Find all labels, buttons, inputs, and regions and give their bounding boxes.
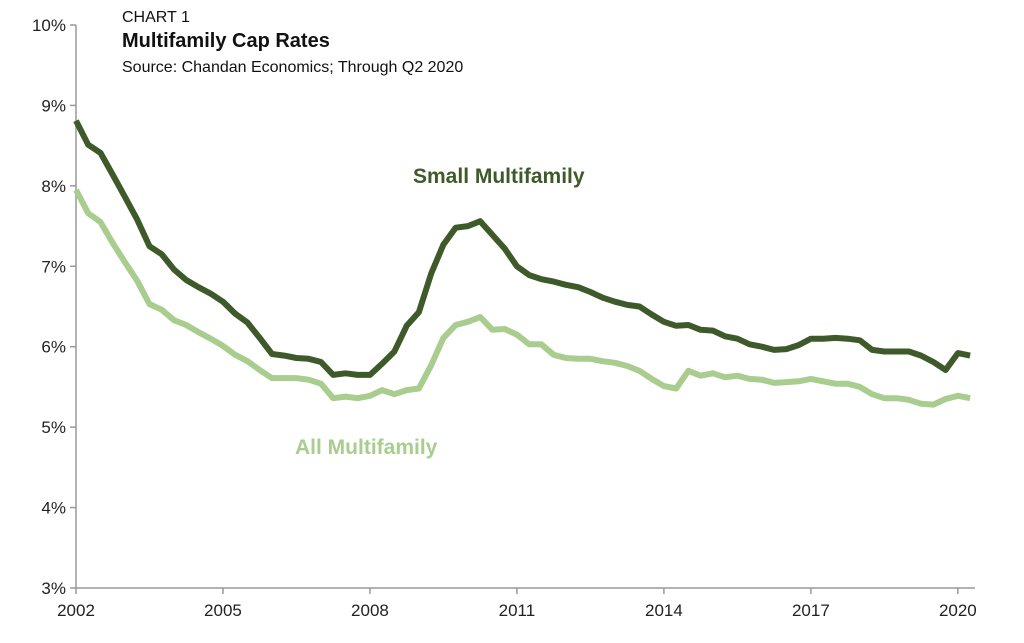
y-tick-label: 7% <box>41 257 66 276</box>
y-tick-label: 10% <box>32 16 66 35</box>
y-tick-label: 4% <box>41 499 66 518</box>
chart-subtitle: Source: Chandan Economics; Through Q2 20… <box>122 59 463 76</box>
y-tick-label: 9% <box>41 96 66 115</box>
series-label-all-multifamily: All Multifamily <box>295 436 438 459</box>
y-tick-label: 5% <box>41 418 66 437</box>
x-tick-label: 2011 <box>499 601 536 620</box>
y-tick-label: 6% <box>41 338 66 357</box>
series-line-small-multifamily <box>73 119 971 378</box>
series-line-all-multifamily <box>73 188 971 408</box>
x-tick-label: 2008 <box>351 601 389 620</box>
x-tick-label: 2014 <box>645 601 683 620</box>
y-tick-label: 8% <box>41 177 66 196</box>
series-label-small-multifamily: Small Multifamily <box>413 165 585 188</box>
x-tick-label: 2005 <box>204 601 242 620</box>
y-tick-label: 3% <box>41 579 66 598</box>
x-tick-label: 2017 <box>792 601 830 620</box>
x-tick-label: 2002 <box>57 601 95 620</box>
chart-title: Multifamily Cap Rates <box>122 30 330 52</box>
chart-kicker: CHART 1 <box>122 9 190 26</box>
x-tick-label: 2020 <box>939 601 977 620</box>
